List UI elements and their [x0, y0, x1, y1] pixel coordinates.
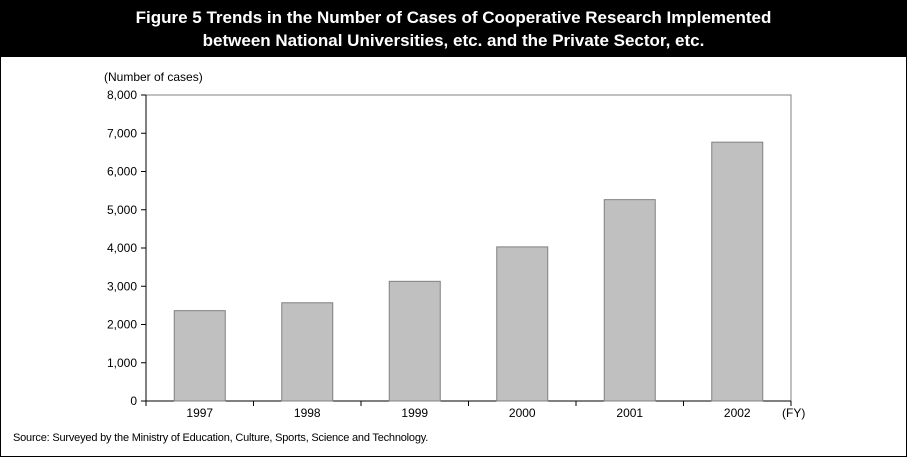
x-axis-unit-label: (FY) — [782, 406, 805, 420]
y-tick-label: 7,000 — [107, 126, 137, 140]
bar-2000 — [496, 246, 549, 402]
y-tick-label: 5,000 — [107, 203, 137, 217]
y-tick-label: 1,000 — [107, 356, 137, 370]
bar-2001 — [603, 199, 656, 402]
x-tick-label: 1999 — [401, 406, 428, 420]
bar-1998 — [281, 302, 334, 402]
title-bar: Figure 5 Trends in the Number of Cases o… — [1, 1, 906, 57]
x-tick-label: 1997 — [186, 406, 213, 420]
bar-1999 — [388, 280, 441, 402]
x-tick-label: 2002 — [724, 406, 751, 420]
y-tick-label: 8,000 — [107, 88, 137, 102]
y-tick-label: 6,000 — [107, 165, 137, 179]
bar-2002 — [711, 141, 764, 402]
figure-title-line1: Figure 5 Trends in the Number of Cases o… — [135, 8, 772, 27]
y-tick-label: 0 — [130, 394, 137, 408]
x-tick-label: 1998 — [294, 406, 321, 420]
y-axis-label: (Number of cases) — [104, 70, 203, 84]
y-tick-label: 3,000 — [107, 279, 137, 293]
figure-title-line2: between National Universities, etc. and … — [202, 31, 705, 50]
x-tick-label: 2000 — [509, 406, 536, 420]
x-tick-label: 2001 — [616, 406, 643, 420]
plot-area — [145, 94, 792, 402]
y-tick-label: 4,000 — [107, 241, 137, 255]
bar-1997 — [173, 310, 226, 402]
y-tick-label: 2,000 — [107, 318, 137, 332]
source-note: Source: Surveyed by the Ministry of Educ… — [13, 432, 429, 444]
